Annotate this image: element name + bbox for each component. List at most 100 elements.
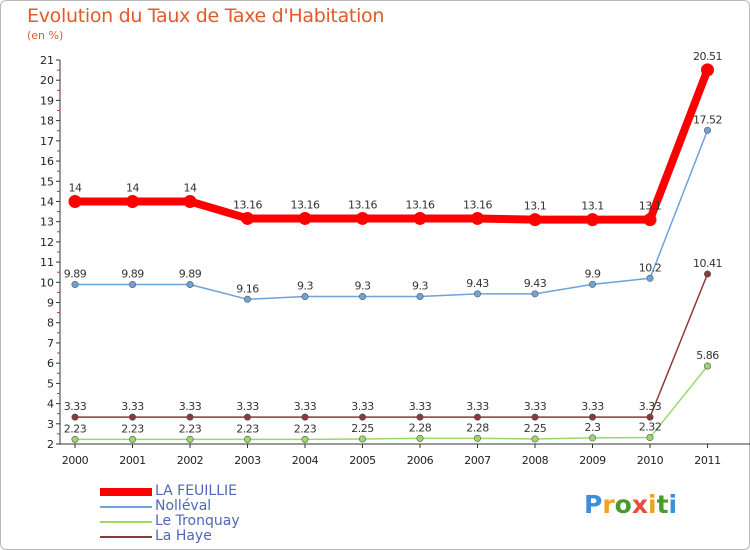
x-tick-label: 2008 xyxy=(522,454,549,467)
data-point xyxy=(356,211,369,225)
data-point xyxy=(643,213,657,227)
data-point xyxy=(301,292,309,300)
legend-label: Le Tronquay xyxy=(155,513,240,529)
data-point xyxy=(129,281,137,289)
data-point xyxy=(703,362,711,370)
x-tick-label: 2000 xyxy=(62,454,89,467)
y-tick-label: 4 xyxy=(47,398,54,411)
legend-swatch xyxy=(100,536,152,538)
data-label: 3.33 xyxy=(581,400,604,413)
logo-letter: r xyxy=(602,490,615,519)
data-label: 13.1 xyxy=(639,200,662,213)
data-point xyxy=(588,434,596,442)
x-tick-label: 2003 xyxy=(234,454,261,467)
x-tick-label: 2005 xyxy=(349,454,376,467)
y-tick-label: 21 xyxy=(40,54,54,67)
data-label: 2.32 xyxy=(639,421,662,434)
data-point xyxy=(71,435,79,443)
data-label: 14 xyxy=(184,181,197,194)
data-label: 3.33 xyxy=(64,400,87,413)
data-point xyxy=(646,413,654,421)
legend-swatch xyxy=(100,506,152,508)
data-point xyxy=(588,413,596,421)
data-label: 20.51 xyxy=(693,50,722,63)
data-point xyxy=(244,435,252,443)
data-point xyxy=(244,295,252,303)
series-line-2 xyxy=(75,365,709,441)
y-tick-label: 7 xyxy=(47,337,54,350)
data-label: 2.23 xyxy=(64,422,87,435)
data-point xyxy=(129,413,137,421)
x-tick-label: 2004 xyxy=(292,454,319,467)
data-label: 2.3 xyxy=(585,421,601,434)
y-tick-label: 19 xyxy=(40,94,54,107)
y-tick-label: 16 xyxy=(40,155,54,168)
data-point xyxy=(531,413,539,421)
y-tick-label: 6 xyxy=(47,357,54,370)
data-label: 14 xyxy=(69,181,82,194)
data-point xyxy=(531,435,539,443)
data-label: 13.16 xyxy=(406,198,435,211)
data-point xyxy=(71,281,79,289)
data-label: 2.23 xyxy=(121,422,144,435)
data-label: 3.33 xyxy=(409,400,432,413)
data-point xyxy=(703,126,711,134)
data-label: 13.1 xyxy=(581,200,604,213)
data-label: 9.89 xyxy=(179,268,202,281)
x-tick-label: 2001 xyxy=(119,454,145,467)
chart-title: Evolution du Taux de Taxe d'Habitation xyxy=(27,5,385,27)
data-point xyxy=(416,413,424,421)
data-label: 2.25 xyxy=(524,422,547,435)
data-label: 9.89 xyxy=(64,268,87,281)
data-point xyxy=(71,413,79,421)
x-tick-label: 2010 xyxy=(637,454,664,467)
y-tick-label: 8 xyxy=(47,317,54,330)
data-point xyxy=(473,434,481,442)
series-line-0 xyxy=(75,68,712,224)
y-tick-label: 9 xyxy=(47,297,54,310)
data-label: 9.43 xyxy=(466,277,489,290)
legend-label: La Haye xyxy=(155,528,212,544)
data-label: 9.89 xyxy=(121,268,144,281)
y-tick-label: 15 xyxy=(40,175,54,188)
chart-subtitle: (en %) xyxy=(27,29,64,42)
data-point xyxy=(416,292,424,300)
data-point xyxy=(358,292,366,300)
y-tick-label: 2 xyxy=(47,438,54,451)
data-point xyxy=(298,211,312,225)
data-point xyxy=(646,434,654,442)
data-label: 2.28 xyxy=(466,421,489,434)
logo-letter: i xyxy=(648,490,657,519)
y-tick-label: 14 xyxy=(40,195,54,208)
data-label: 2.28 xyxy=(409,421,432,434)
data-label: 3.33 xyxy=(294,400,317,413)
data-point xyxy=(413,211,427,225)
data-point xyxy=(473,290,481,298)
x-tick-label: 2011 xyxy=(694,454,720,467)
data-point xyxy=(186,435,194,443)
y-tick-label: 17 xyxy=(40,135,54,148)
y-tick-label: 12 xyxy=(40,236,54,249)
data-point xyxy=(129,435,137,443)
logo-letter: o xyxy=(614,490,632,519)
data-point xyxy=(244,413,252,421)
data-point xyxy=(531,290,539,298)
data-label: 3.33 xyxy=(179,400,202,413)
data-point xyxy=(301,413,309,421)
data-label: 13.16 xyxy=(233,198,262,211)
data-label: 9.16 xyxy=(236,282,259,295)
legend-label: Nolléval xyxy=(155,498,212,514)
data-label: 13.16 xyxy=(463,198,492,211)
data-point xyxy=(471,211,484,225)
data-label: 2.23 xyxy=(179,422,202,435)
data-label: 3.33 xyxy=(236,400,259,413)
data-point xyxy=(183,194,197,208)
x-tick-label: 2002 xyxy=(177,454,203,467)
data-point xyxy=(528,213,542,227)
data-point xyxy=(358,413,366,421)
data-point xyxy=(126,194,139,208)
data-point xyxy=(703,270,711,278)
data-point xyxy=(241,211,254,225)
